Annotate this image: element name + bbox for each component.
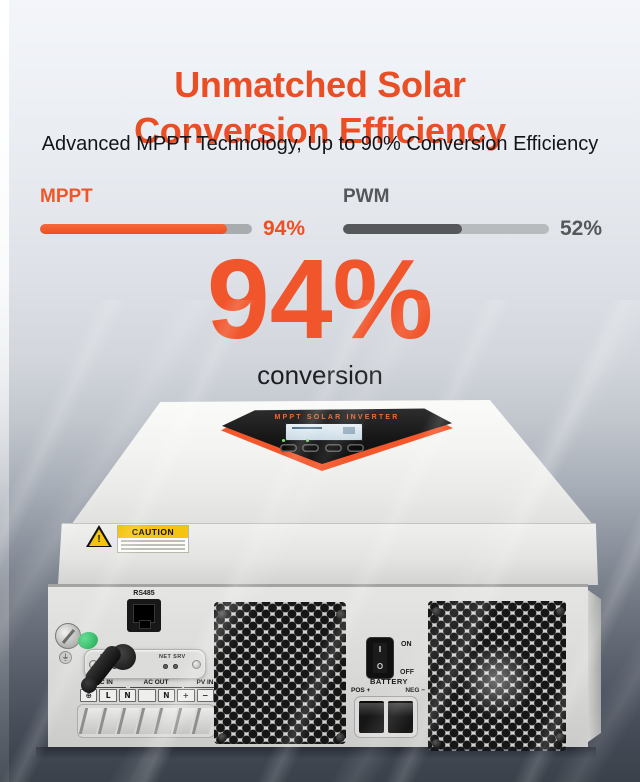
page-title: Unmatched Solar Conversion Efficiency bbox=[134, 64, 506, 152]
panel-led bbox=[306, 439, 309, 442]
lcd-display bbox=[285, 423, 363, 441]
ac-in-label: AC IN bbox=[82, 679, 126, 688]
warning-triangle-icon bbox=[86, 525, 112, 547]
vent-screw bbox=[336, 610, 345, 619]
terminal-cell-plus: + bbox=[177, 689, 195, 702]
panel-button bbox=[325, 444, 342, 452]
srv-led bbox=[173, 664, 178, 669]
inverter-control-panel: MPPT SOLAR INVERTER bbox=[221, 408, 453, 472]
terminal-block: ⊕ L N N + − bbox=[80, 689, 214, 702]
rocker: I O bbox=[373, 643, 387, 673]
device-shadow bbox=[36, 747, 596, 759]
pwm-bar-row: 52% bbox=[343, 217, 605, 241]
rs485-port bbox=[127, 599, 161, 632]
mppt-bar-row: 94% bbox=[40, 217, 308, 241]
inverter-front-face: RS485 ⏚ PWR COM NET SRV AC IN AC OUT PV … bbox=[48, 584, 588, 751]
mppt-bar-fill bbox=[40, 224, 227, 234]
page-subtitle: Advanced MPPT Technology, Up to 90% Conv… bbox=[41, 133, 599, 155]
mppt-bar-track bbox=[40, 224, 252, 234]
battery-terminal-block bbox=[354, 696, 418, 738]
vent-screw bbox=[336, 733, 345, 742]
vent-screw bbox=[556, 733, 565, 742]
terminal-cell-l: L bbox=[99, 689, 117, 702]
battery-neg-slot bbox=[388, 701, 413, 733]
terminal-cell-n2: N bbox=[157, 689, 176, 702]
battery-pos-slot bbox=[359, 701, 384, 733]
earth-ground-screw: ⏚ bbox=[59, 651, 72, 664]
left-vent-grille bbox=[214, 602, 346, 744]
vent-screw bbox=[218, 733, 227, 742]
right-vent-grille bbox=[428, 601, 566, 751]
mppt-efficiency-bar-group: MPPT 94% bbox=[40, 186, 308, 241]
ground-screw bbox=[55, 623, 81, 649]
terminal-cell-minus: − bbox=[196, 689, 214, 702]
antenna-tip bbox=[81, 677, 97, 693]
pv-in-label: PV IN bbox=[184, 679, 226, 688]
mppt-label: MPPT bbox=[40, 186, 93, 207]
ac-out-label: AC OUT bbox=[130, 679, 182, 688]
conversion-percentage: 94% bbox=[206, 236, 434, 362]
terminal-cell bbox=[138, 689, 156, 702]
terminal-cover bbox=[77, 704, 215, 738]
caution-label: CAUTION bbox=[86, 525, 189, 553]
switch-off-label: OFF bbox=[400, 669, 414, 676]
conversion-caption: conversion bbox=[257, 360, 383, 390]
pwm-bar-fill bbox=[343, 224, 463, 234]
pwm-label: PWM bbox=[343, 186, 390, 207]
panel-button bbox=[347, 444, 364, 452]
vent-screw bbox=[432, 739, 441, 748]
net-srv-label: NET SRV bbox=[159, 654, 186, 660]
terminal-cell-n: N bbox=[118, 689, 137, 702]
caution-text-box: CAUTION bbox=[117, 525, 189, 553]
panel-button bbox=[302, 444, 319, 452]
caution-fine-print-line bbox=[121, 544, 185, 546]
power-rocker-switch: I O bbox=[366, 637, 394, 679]
net-led bbox=[163, 664, 168, 669]
inverter-right-side-panel bbox=[588, 590, 601, 742]
vent-screw bbox=[556, 607, 565, 616]
caution-heading: CAUTION bbox=[118, 526, 188, 538]
caution-fine-print-line bbox=[121, 540, 185, 542]
panel-led bbox=[282, 439, 285, 442]
battery-neg-label: NEG − bbox=[405, 687, 425, 694]
caution-fine-print-line bbox=[121, 548, 185, 550]
pwm-efficiency-bar-group: PWM 52% bbox=[343, 186, 605, 241]
vent-screw bbox=[218, 610, 227, 619]
switch-on-label: ON bbox=[401, 641, 412, 648]
pwm-bar-track bbox=[343, 224, 549, 234]
panel-brand-text: MPPT SOLAR INVERTER bbox=[274, 414, 400, 421]
fan-behind-vent bbox=[455, 638, 539, 721]
battery-label: BATTERY bbox=[369, 677, 409, 686]
cover-fin bbox=[191, 708, 214, 734]
mppt-value: 94% bbox=[263, 217, 306, 240]
rocker-off-mark: O bbox=[376, 662, 384, 671]
battery-polarity-labels: POS + NEG − bbox=[348, 687, 428, 694]
panel-button bbox=[280, 444, 297, 452]
plate-screw bbox=[192, 660, 201, 669]
battery-pos-label: POS + bbox=[351, 687, 371, 694]
rocker-on-mark: I bbox=[378, 645, 382, 654]
rs485-port-label: RS485 bbox=[133, 590, 155, 597]
vent-screw bbox=[432, 607, 441, 616]
pwm-value: 52% bbox=[560, 217, 603, 240]
